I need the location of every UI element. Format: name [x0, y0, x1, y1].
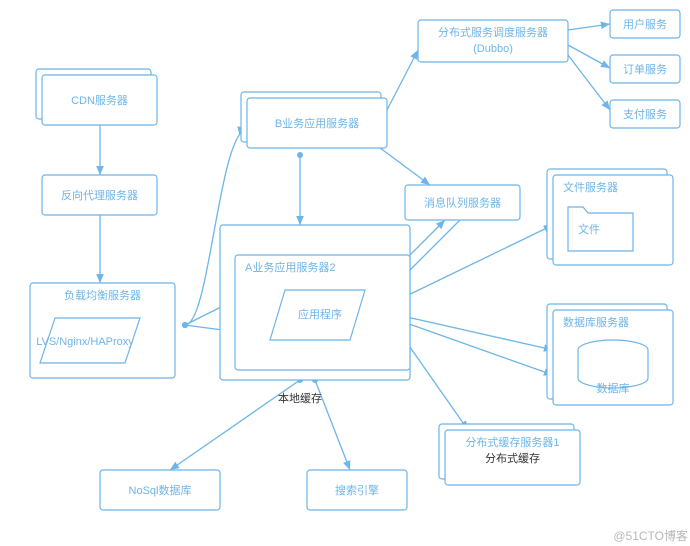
sub-label: 应用程序	[298, 307, 342, 321]
label: 用户服务	[623, 17, 667, 31]
edge-bapp-mq	[380, 148, 430, 185]
edge-dubbo-svc_user	[568, 24, 610, 30]
node-dcache: 分布式缓存服务器1 分布式缓存	[439, 424, 580, 485]
label: 本地缓存	[278, 391, 322, 405]
label: B业务应用服务器	[275, 116, 359, 130]
node-dubbo: 分布式服务调度服务器 (Dubbo)	[418, 20, 568, 62]
label: A业务应用服务器2	[245, 260, 335, 274]
connector-dot	[182, 322, 188, 328]
sub-label: 分布式缓存	[485, 451, 540, 465]
label: 搜索引擎	[335, 483, 379, 497]
label: 分布式服务调度服务器	[438, 25, 548, 39]
label: CDN服务器	[71, 94, 128, 107]
edge-aapp2-db	[398, 315, 553, 350]
node-mq: 消息队列服务器	[405, 185, 520, 220]
node-svc_user: 用户服务	[610, 10, 680, 38]
node-local: 本地缓存	[278, 391, 322, 405]
node-bapp: B业务应用服务器	[241, 92, 387, 148]
architecture-diagram: CDN服务器反向代理服务器负载均衡服务器 LVS/Nginx/HAProxy B业务…	[0, 0, 690, 546]
label: 消息队列服务器	[424, 196, 501, 210]
node-svc_order: 订单服务	[610, 55, 680, 83]
node-revproxy: 反向代理服务器	[42, 175, 157, 215]
sub-label: LVS/Nginx/HAProxy	[36, 336, 134, 348]
edge-aapp2-fs	[398, 225, 553, 300]
edge-dubbo-svc_pay	[568, 55, 610, 110]
edge-dubbo-svc_order	[568, 45, 610, 68]
node-svc_pay: 支付服务	[610, 100, 680, 128]
sub-label: 数据库	[597, 381, 630, 395]
node-db: 数据库服务器数据库	[547, 304, 673, 405]
connector-dot	[297, 152, 303, 158]
label: 负载均衡服务器	[64, 288, 141, 302]
label: 分布式缓存服务器1	[465, 435, 559, 449]
label: 反向代理服务器	[61, 188, 138, 202]
node-search: 搜索引擎	[307, 470, 407, 510]
label: 文件服务器	[563, 180, 618, 194]
edge-bapp-dubbo	[387, 50, 418, 110]
node-lb: 负载均衡服务器 LVS/Nginx/HAProxy	[30, 283, 175, 378]
label: 数据库服务器	[563, 315, 629, 329]
label: NoSql数据库	[129, 483, 192, 497]
watermark: @51CTO博客	[613, 528, 688, 543]
node-aapp2: A业务应用服务器2 应用程序	[235, 255, 410, 370]
label: 支付服务	[623, 108, 667, 121]
sub-label: 文件	[578, 222, 600, 236]
label: 订单服务	[623, 63, 667, 76]
node-cdn: CDN服务器	[36, 69, 157, 125]
edge-aapp2-db2	[398, 320, 553, 375]
node-fs: 文件服务器文件	[547, 169, 673, 265]
sub-label: (Dubbo)	[473, 43, 513, 55]
node-nosql: NoSql数据库	[100, 470, 220, 510]
